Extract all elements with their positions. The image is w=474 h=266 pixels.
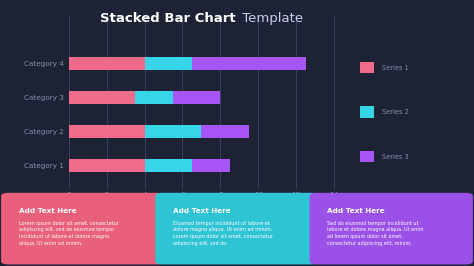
Bar — [145, 57, 192, 70]
Bar — [69, 159, 145, 172]
Text: Template: Template — [238, 12, 303, 25]
FancyBboxPatch shape — [1, 193, 164, 264]
Bar — [201, 125, 249, 138]
FancyBboxPatch shape — [155, 193, 319, 264]
Text: Lorem ipsum dolor sit amet, consectetur
adipiscing elit, sed do eiusmod tempor
i: Lorem ipsum dolor sit amet, consectetur … — [19, 221, 119, 246]
Text: Eiusmod tempor incididunt ut labore et
dolore magna aliqua. Ut enim ad minim.
Lo: Eiusmod tempor incididunt ut labore et d… — [173, 221, 273, 246]
Text: Stacked Bar Chart: Stacked Bar Chart — [100, 12, 236, 25]
Bar — [192, 57, 306, 70]
Text: Add Text Here: Add Text Here — [19, 208, 77, 214]
Text: Series 3: Series 3 — [382, 154, 409, 160]
Text: Series 1: Series 1 — [382, 65, 409, 71]
Bar — [135, 91, 173, 104]
Bar — [173, 91, 220, 104]
Bar — [360, 62, 374, 73]
Text: Sed do eiusmod tempor incididunt ut
labore et dolore magna aliqua. Ut enim
ad lo: Sed do eiusmod tempor incididunt ut labo… — [328, 221, 424, 246]
Bar — [145, 125, 201, 138]
Bar — [69, 125, 145, 138]
FancyBboxPatch shape — [310, 193, 473, 264]
Text: Add Text Here: Add Text Here — [173, 208, 231, 214]
Bar — [192, 159, 230, 172]
Bar — [360, 151, 374, 163]
Bar — [69, 91, 135, 104]
Bar — [69, 57, 145, 70]
Bar — [145, 159, 192, 172]
Text: Series 2: Series 2 — [382, 109, 409, 115]
Bar — [360, 106, 374, 118]
Text: Add Text Here: Add Text Here — [328, 208, 385, 214]
